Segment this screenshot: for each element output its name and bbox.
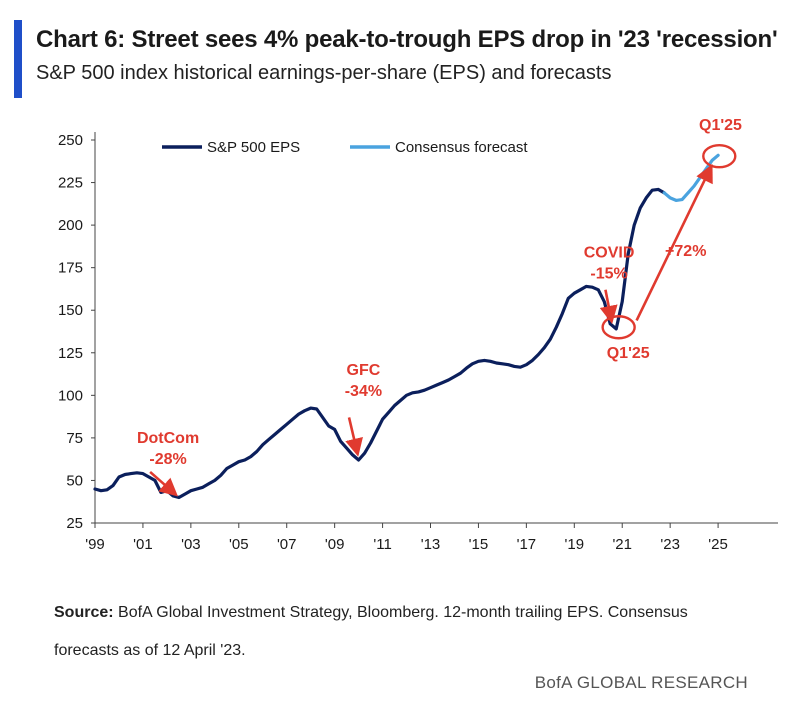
y-tick-label: 25 — [66, 515, 83, 532]
x-tick-label: '03 — [181, 536, 201, 553]
annotation-trough-circle — [601, 315, 636, 340]
source-note: Source: BofA Global Investment Strategy,… — [54, 594, 754, 670]
x-tick-label: '23 — [660, 536, 680, 553]
source-text: BofA Global Investment Strategy, Bloombe… — [54, 604, 688, 659]
x-tick-label: '09 — [325, 536, 345, 553]
annotation-dotcom-text: DotCom — [137, 430, 199, 447]
source-label: Source: — [54, 604, 114, 621]
annotation-gfc-text: -34% — [345, 383, 382, 400]
x-tick-label: '17 — [517, 536, 537, 553]
x-tick-label: '01 — [133, 536, 153, 553]
x-tick-label: '05 — [229, 536, 249, 553]
annotation-covid-text: COVID — [584, 244, 635, 261]
y-tick-label: 225 — [58, 175, 83, 192]
annotation-rise-arrow — [635, 163, 713, 322]
x-tick-label: '25 — [708, 536, 728, 553]
y-tick-label: 125 — [58, 345, 83, 362]
annotation-trough-text: Q1'25 — [607, 345, 650, 362]
annotation-rise-text: +72% — [665, 243, 706, 260]
y-tick-label: 50 — [66, 472, 83, 489]
annotation-gfc-text: GFC — [347, 362, 381, 379]
brand-footer: BofA GLOBAL RESEARCH — [534, 673, 748, 692]
legend-label-eps: S&P 500 EPS — [207, 139, 300, 156]
annotation-peak-circle — [702, 143, 737, 169]
y-tick-label: 200 — [58, 217, 83, 234]
y-tick-label: 250 — [58, 132, 83, 149]
forecast-series-line — [662, 153, 720, 202]
y-tick-label: 175 — [58, 260, 83, 277]
y-tick-label: 100 — [58, 387, 83, 404]
y-tick-label: 150 — [58, 302, 83, 319]
x-tick-label: '15 — [469, 536, 489, 553]
eps-line-chart: 25 50 75 100 125 150 175 200 225 250 '99 '01 '03 '05 '… — [58, 117, 778, 553]
y-tick-label: 75 — [66, 430, 83, 447]
annotation-gfc-arrow — [345, 417, 363, 457]
title-accent-bar — [14, 20, 22, 98]
annotation-covid-arrow — [599, 289, 618, 325]
legend-label-forecast: Consensus forecast — [395, 139, 528, 156]
eps-series-line — [93, 187, 666, 500]
x-tick-label: '21 — [612, 536, 632, 553]
x-tick-label: '11 — [373, 536, 391, 553]
annotation-dotcom-text: -28% — [149, 451, 186, 468]
x-tick-label: '99 — [85, 536, 105, 553]
chart-title: Chart 6: Street sees 4% peak-to-trough E… — [36, 26, 778, 53]
chart-subtitle: S&P 500 index historical earnings-per-sh… — [36, 62, 612, 84]
annotation-covid-text: -15% — [590, 265, 627, 282]
x-tick-label: '13 — [421, 536, 441, 553]
annotation-peak-text: Q1'25 — [699, 117, 742, 134]
x-tick-label: '07 — [277, 536, 297, 553]
annotation-dotcom-arrow — [149, 470, 179, 497]
x-tick-label: '19 — [565, 536, 585, 553]
